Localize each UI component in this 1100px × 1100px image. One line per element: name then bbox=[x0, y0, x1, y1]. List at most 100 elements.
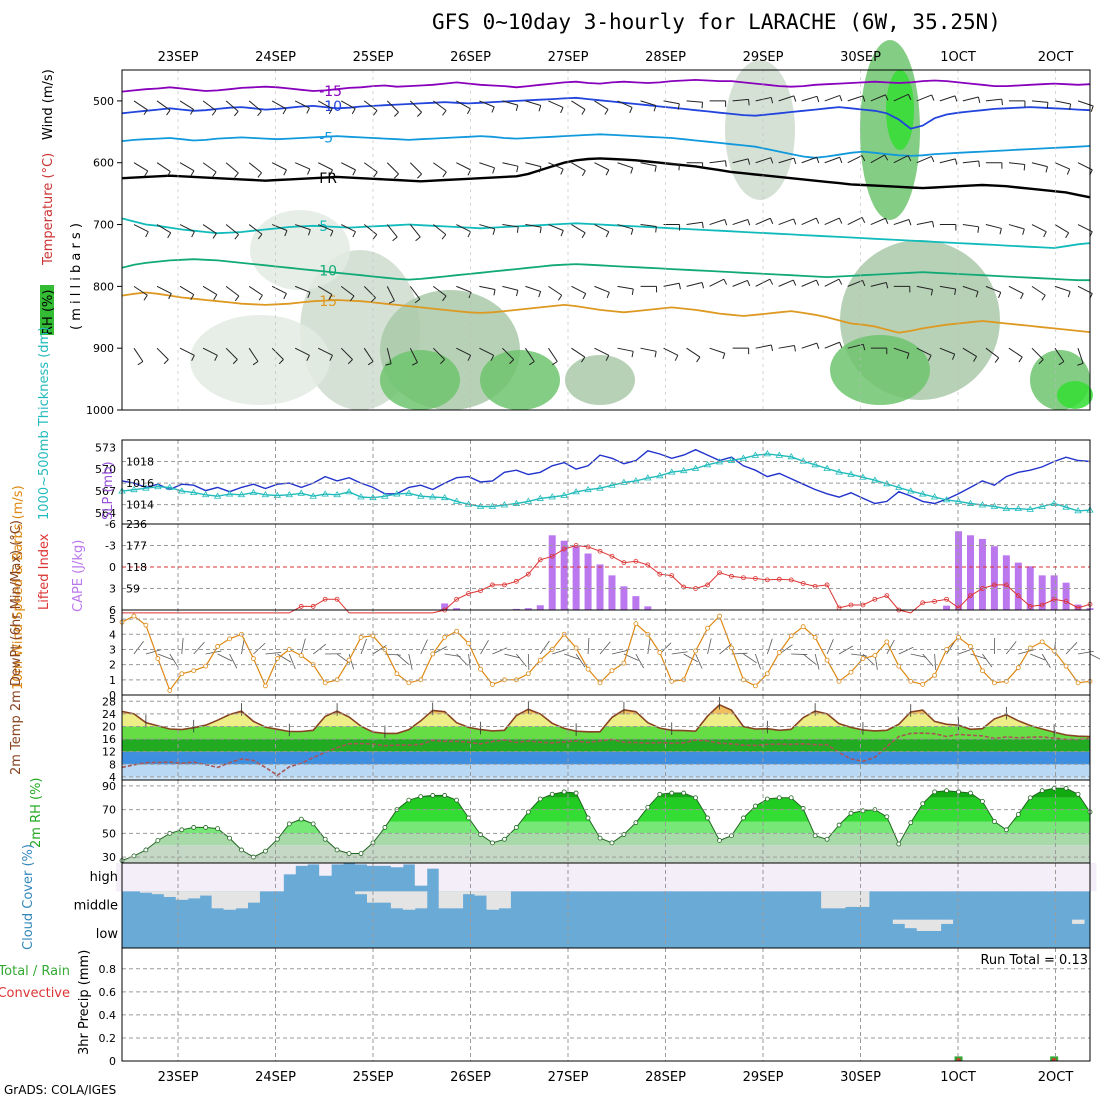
wind-barb bbox=[432, 347, 445, 360]
wind-barb bbox=[801, 156, 817, 164]
wind-barb bbox=[491, 106, 495, 113]
rh-point bbox=[633, 820, 639, 826]
wind-barb bbox=[893, 219, 910, 226]
rh-point bbox=[310, 821, 316, 827]
wind-barb-10m bbox=[288, 653, 296, 670]
wind-barb bbox=[724, 219, 728, 226]
wind-tick-label: 4 bbox=[109, 628, 116, 641]
rh-point bbox=[920, 801, 926, 807]
wind-barb bbox=[962, 347, 977, 357]
rh-point bbox=[358, 851, 364, 856]
wind-barb bbox=[156, 285, 172, 294]
wind10-axis-label: 10m Wind Speed & Barbs (m/s) bbox=[11, 485, 26, 690]
wind-barb bbox=[862, 95, 866, 102]
top-day-label: 27SEP bbox=[548, 50, 589, 65]
wind-barb-10m bbox=[599, 641, 611, 655]
wind-barb bbox=[581, 109, 586, 115]
wind-barb bbox=[225, 224, 239, 235]
wind-barb bbox=[839, 342, 843, 348]
wind-barb bbox=[1067, 291, 1071, 298]
wind-barb bbox=[816, 157, 820, 164]
thickness-point bbox=[596, 484, 604, 491]
wind-speed-point bbox=[956, 634, 961, 640]
cloud-gap bbox=[355, 891, 368, 895]
rh-legend-swatch bbox=[40, 285, 54, 335]
cloud-gap bbox=[163, 863, 177, 892]
wind-speed-point bbox=[872, 653, 878, 658]
wind-barb bbox=[548, 100, 564, 108]
cloud-gap bbox=[438, 891, 452, 909]
wind-barb bbox=[347, 359, 353, 365]
rh-point bbox=[573, 790, 579, 796]
wind-barb bbox=[815, 279, 820, 286]
lifted-index-point bbox=[513, 578, 519, 584]
thickness-point bbox=[178, 487, 186, 494]
pressure-tick-label: 900 bbox=[93, 342, 114, 355]
wind-barb bbox=[525, 162, 542, 168]
wind-barb bbox=[156, 347, 169, 360]
wind-barb bbox=[571, 285, 586, 294]
wind-barb bbox=[732, 219, 748, 226]
wind-barb bbox=[234, 172, 239, 178]
wind-speed-point bbox=[251, 656, 256, 661]
wind-speed-point bbox=[263, 683, 268, 689]
wind-barb bbox=[294, 162, 311, 170]
cloud-gap bbox=[211, 863, 225, 892]
cloud-gap bbox=[450, 863, 464, 892]
wind-barb bbox=[234, 295, 240, 302]
wind-speed-point bbox=[968, 644, 973, 649]
wind-barb bbox=[168, 293, 172, 300]
wind-barb bbox=[954, 95, 958, 102]
wind-barb bbox=[630, 228, 634, 235]
wind-barb bbox=[166, 171, 171, 177]
wind-barb bbox=[885, 282, 889, 289]
wind-barb bbox=[232, 359, 238, 365]
wind-barb bbox=[179, 100, 194, 110]
rh-point bbox=[191, 825, 197, 830]
wind-barb bbox=[307, 292, 311, 299]
credit-label: GrADS: COLA/IGES bbox=[4, 1083, 117, 1097]
lifted-index-point bbox=[968, 593, 973, 599]
rh-point bbox=[944, 788, 949, 794]
rh-point bbox=[908, 820, 914, 826]
wind-barb bbox=[939, 95, 956, 102]
wind-barb bbox=[747, 280, 751, 287]
cloud-gap bbox=[558, 863, 571, 892]
wind-barb-10m bbox=[743, 653, 757, 664]
wind-barb bbox=[468, 292, 472, 299]
wind-barb bbox=[417, 111, 422, 117]
wind-speed-point bbox=[430, 651, 436, 657]
wind-speed-point bbox=[848, 669, 854, 675]
wind-barb bbox=[962, 285, 979, 292]
chart-title: GFS 0~10day 3-hourly for LARACHE (6W, 35… bbox=[432, 10, 1001, 34]
wind-barb bbox=[548, 224, 564, 231]
wind-barb bbox=[548, 347, 558, 362]
thickness-point bbox=[1014, 504, 1023, 512]
wind-tick-label: 0 bbox=[109, 689, 116, 702]
panel-bg-wind bbox=[122, 610, 1090, 695]
wind-barb bbox=[415, 236, 421, 242]
thickness-point bbox=[739, 454, 748, 461]
rh-point bbox=[334, 847, 340, 853]
cloud-gap bbox=[892, 919, 906, 924]
rh-point bbox=[1039, 788, 1045, 794]
wind-barb bbox=[939, 347, 955, 355]
wind-barb bbox=[723, 278, 728, 285]
wind-barb-10m bbox=[898, 646, 914, 655]
wind-barb bbox=[663, 347, 679, 356]
wind-barb bbox=[893, 155, 909, 164]
wind-barb bbox=[156, 100, 171, 111]
wind-barb bbox=[630, 167, 634, 174]
cloud-gap bbox=[617, 863, 631, 892]
thickness-point bbox=[321, 490, 329, 497]
wind-barb bbox=[525, 285, 541, 292]
cloud-gap bbox=[725, 863, 738, 892]
wind-barb bbox=[755, 344, 772, 349]
bottom-day-label: 30SEP bbox=[840, 1070, 881, 1085]
thickness-point bbox=[237, 491, 246, 498]
cape-bar bbox=[512, 608, 520, 610]
lifted-index-point bbox=[920, 600, 926, 606]
cloud-gap bbox=[773, 863, 786, 892]
thickness-point bbox=[679, 466, 688, 474]
isotherm-line bbox=[121, 133, 1091, 159]
